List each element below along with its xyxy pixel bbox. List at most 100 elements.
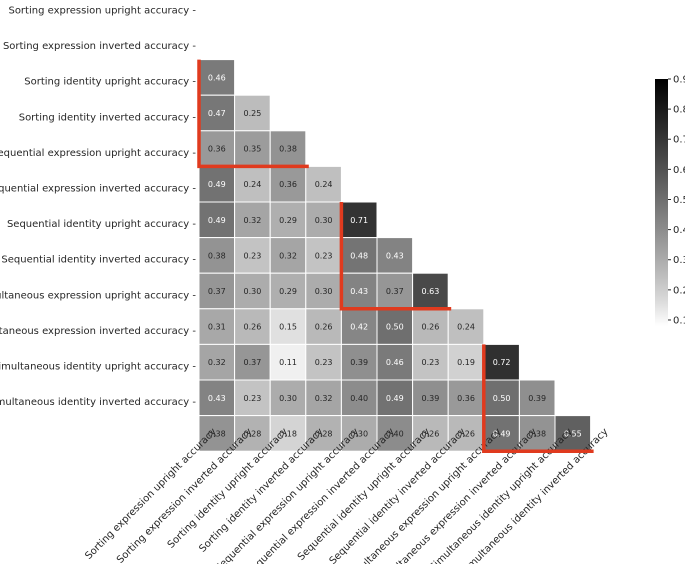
cell-value-label: 0.37: [386, 287, 404, 296]
heatmap-cell: [234, 415, 271, 452]
cell-value-label: 0.39: [528, 394, 546, 403]
cell-value-label: 0.24: [315, 180, 333, 189]
highlight-brackets: [197, 59, 594, 453]
cell-value-label: 0.37: [208, 287, 226, 296]
cell-value-label: 0.23: [243, 394, 261, 403]
y-tick-label: Simultaneous expression inverted accurac…: [0, 326, 196, 337]
x-tick-label: Sorting expression upright accuracy: [83, 426, 219, 562]
heatmap-cell: [447, 415, 485, 452]
cell-value-label: 0.43: [386, 251, 404, 260]
cell-value-label: 0.49: [208, 216, 226, 225]
heatmap-cell: [269, 379, 307, 417]
heatmap-cell: [198, 272, 236, 310]
cell-value-label: 0.55: [564, 429, 582, 438]
heatmap-cells: 0.46 0.47 0.25 0.36 0.35 0.38 0.49 0.24 0.36 0.24…: [198, 59, 592, 452]
cell-value-label: 0.40: [386, 429, 404, 438]
cell-value-label: 0.23: [243, 251, 261, 260]
y-tick-label: Sorting expression inverted accuracy -: [3, 41, 196, 52]
cell-value-label: 0.26: [421, 429, 439, 438]
cell-value-label: 0.28: [243, 429, 261, 438]
x-tick-label: Sorting expression inverted accuracy: [115, 426, 255, 564]
colorbar-tick-label: 0.3: [673, 255, 685, 266]
y-tick-label: Simultaneous identity inverted accuracy …: [0, 397, 196, 408]
cell-value-label: 0.63: [421, 287, 439, 296]
cell-value-label: 0.15: [279, 323, 297, 332]
heatmap-cell: [198, 415, 236, 452]
cell-value-label: 0.29: [279, 216, 297, 225]
cell-value-label: 0.18: [279, 429, 297, 438]
cell-value-label: 0.38: [279, 145, 297, 154]
heatmap-cell: [234, 201, 271, 239]
cell-value-label: 0.49: [493, 429, 511, 438]
heatmap-cell: [198, 94, 236, 132]
heatmap-cell: [447, 308, 485, 345]
cell-value-label: 0.36: [457, 394, 475, 403]
highlight-bracket: [339, 202, 452, 311]
heatmap-cell: [269, 130, 307, 167]
heatmap-cell: [234, 272, 271, 310]
y-tick-label: Sorting identity inverted accuracy -: [19, 112, 197, 123]
y-tick-label: Sorting expression upright accuracy -: [8, 6, 196, 17]
y-tick-label: Sequential expression inverted accuracy …: [0, 184, 196, 195]
cell-value-label: 0.48: [350, 251, 368, 260]
cell-value-label: 0.36: [279, 180, 297, 189]
cell-value-label: 0.26: [421, 323, 439, 332]
cell-value-label: 0.38: [208, 251, 226, 260]
colorbar-tick-label: 0.5: [673, 195, 685, 206]
cell-value-label: 0.26: [315, 323, 333, 332]
y-tick-label: Sequential expression upright accuracy -: [0, 148, 196, 159]
cell-value-label: 0.23: [421, 358, 439, 367]
cell-value-label: 0.23: [315, 358, 333, 367]
cell-value-label: 0.25: [243, 109, 261, 118]
heatmap-cell: [305, 379, 342, 417]
heatmap-cell: [340, 379, 378, 417]
cell-value-label: 0.72: [493, 358, 511, 367]
cell-value-label: 0.46: [208, 73, 226, 82]
cell-value-label: 0.24: [457, 323, 475, 332]
y-tick-label: Simultaneous identity upright accuracy -: [0, 362, 196, 373]
heatmap-cell: [234, 165, 271, 203]
cell-value-label: 0.30: [279, 394, 297, 403]
cell-value-label: 0.42: [350, 323, 368, 332]
heatmap-cell: [305, 415, 342, 452]
cell-value-label: 0.30: [315, 287, 333, 296]
cell-value-label: 0.31: [208, 323, 226, 332]
heatmap-cell: [269, 308, 307, 345]
colorbar-tick-label: 0.1: [673, 315, 685, 326]
heatmap-cell: [518, 379, 556, 417]
heatmap-cell: [376, 237, 414, 274]
cell-value-label: 0.23: [315, 251, 333, 260]
colorbar-tick-label: 0.9: [673, 75, 685, 86]
cell-value-label: 0.32: [315, 394, 333, 403]
colorbar: 0.1 0.2 0.3 0.4 0.5 0.6 0.7 0.8 0.9: [655, 75, 685, 326]
heatmap-cell: [234, 379, 271, 417]
cell-value-label: 0.32: [208, 358, 226, 367]
heatmap-cell: [198, 343, 236, 381]
heatmap-cell: [198, 379, 236, 417]
heatmap-cell: [269, 237, 307, 274]
cell-value-label: 0.37: [243, 358, 261, 367]
cell-value-label: 0.32: [243, 216, 261, 225]
cell-value-label: 0.43: [208, 394, 226, 403]
heatmap-cell: [305, 201, 342, 239]
cell-value-label: 0.49: [208, 180, 226, 189]
cell-value-label: 0.38: [208, 429, 226, 438]
heatmap-cell: [518, 415, 556, 452]
heatmap-cell: [376, 379, 414, 417]
y-tick-labels: Sorting expression upright accuracy - Sor…: [0, 6, 196, 409]
heatmap-cell: [198, 237, 236, 274]
cell-value-label: 0.47: [208, 109, 226, 118]
y-tick-label: Sequential identity inverted accuracy -: [1, 255, 196, 266]
colorbar-tick-label: 0.8: [673, 105, 685, 116]
y-tick-label: Sequential identity upright accuracy -: [7, 219, 196, 230]
cell-value-label: 0.36: [208, 145, 226, 154]
cell-value-label: 0.30: [350, 429, 368, 438]
colorbar-tick-label: 0.4: [673, 225, 685, 236]
cell-value-label: 0.46: [386, 358, 404, 367]
heatmap-cell: [447, 379, 485, 417]
cell-value-label: 0.50: [386, 323, 404, 332]
cell-value-label: 0.19: [457, 358, 475, 367]
colorbar-tick-label: 0.6: [673, 165, 685, 176]
cell-value-label: 0.39: [421, 394, 439, 403]
heatmap-cell: [376, 343, 414, 381]
